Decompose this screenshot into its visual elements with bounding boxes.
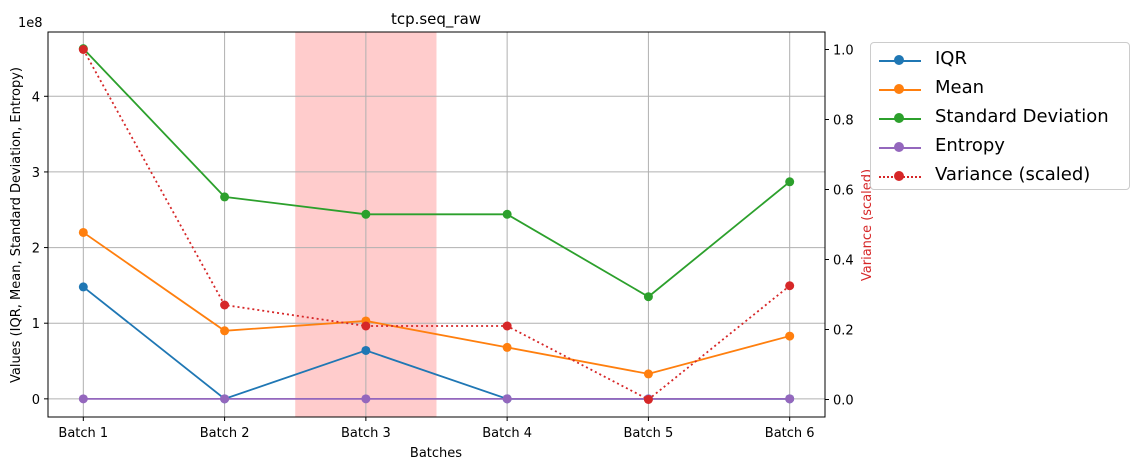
y-axis-label: Values (IQR, Mean, Standard Deviation, E… xyxy=(9,67,24,383)
series-line xyxy=(82,231,790,375)
legend-item: Standard Deviation xyxy=(871,105,1129,134)
y-multiplier: 1e8 xyxy=(18,16,43,31)
data-point xyxy=(78,282,88,292)
series-line xyxy=(82,49,791,401)
data-point xyxy=(78,227,88,237)
data-point xyxy=(361,321,371,331)
y-tick-label: 4 xyxy=(32,90,40,105)
x-axis-label: Batches xyxy=(410,446,462,461)
data-point xyxy=(361,394,371,404)
legend-label: IQR xyxy=(935,48,967,69)
data-point xyxy=(643,292,653,302)
y-tick-label: 1 xyxy=(32,317,40,332)
data-point xyxy=(220,300,230,310)
y-right-tick-label: 0.2 xyxy=(833,324,854,339)
y-right-tick-label: 0.8 xyxy=(833,114,854,129)
x-tick-label: Batch 4 xyxy=(482,426,532,441)
legend-marker xyxy=(894,113,904,123)
x-tick-label: Batch 3 xyxy=(341,426,391,441)
legend-item: Entropy xyxy=(871,134,1129,163)
y-right-tick-label: 0.4 xyxy=(833,254,854,269)
data-point xyxy=(502,342,512,352)
data-point xyxy=(502,321,512,331)
data-point xyxy=(785,331,795,341)
y-tick-label: 0 xyxy=(32,393,40,408)
data-point xyxy=(785,281,795,291)
data-point xyxy=(220,192,230,202)
data-point xyxy=(78,45,88,54)
y-axis-label-right: Variance (scaled) xyxy=(860,169,875,281)
legend-label: Variance (scaled) xyxy=(935,164,1091,185)
data-point xyxy=(502,209,512,219)
legend-marker xyxy=(894,84,904,94)
legend-marker xyxy=(894,55,904,65)
y-tick-label: 2 xyxy=(32,242,40,257)
x-tick-label: Batch 1 xyxy=(58,426,108,441)
data-point xyxy=(785,177,795,187)
y-right-tick-label: 0.6 xyxy=(833,184,854,199)
legend-label: Mean xyxy=(935,77,985,98)
x-tick-label: Batch 6 xyxy=(765,426,815,441)
y-right-tick-label: 1.0 xyxy=(833,44,854,59)
x-tick-label: Batch 5 xyxy=(624,426,674,441)
legend-label: Standard Deviation xyxy=(935,106,1109,127)
legend-item: Mean xyxy=(871,76,1129,105)
data-point xyxy=(78,394,88,404)
data-point xyxy=(785,394,795,404)
data-point xyxy=(643,395,653,404)
legend-label: Entropy xyxy=(935,135,1005,156)
y-tick-label: 3 xyxy=(32,166,40,181)
legend-marker xyxy=(894,171,904,181)
legend-item: IQR xyxy=(871,47,1129,76)
series-line xyxy=(82,48,791,298)
legend-marker xyxy=(894,142,904,152)
data-point xyxy=(502,394,512,404)
plot-frame xyxy=(47,31,826,418)
data-point xyxy=(220,326,230,336)
data-point xyxy=(220,394,230,404)
legend: IQR Mean Standard Deviation Entropy Variance… xyxy=(870,42,1130,190)
data-point xyxy=(361,345,371,355)
x-tick-label: Batch 2 xyxy=(200,426,250,441)
legend-item: Variance (scaled) xyxy=(871,163,1129,192)
chart-title: tcp.seq_raw xyxy=(391,10,481,29)
data-point xyxy=(643,369,653,379)
y-right-tick-label: 0.0 xyxy=(833,394,854,409)
data-point xyxy=(361,209,371,219)
